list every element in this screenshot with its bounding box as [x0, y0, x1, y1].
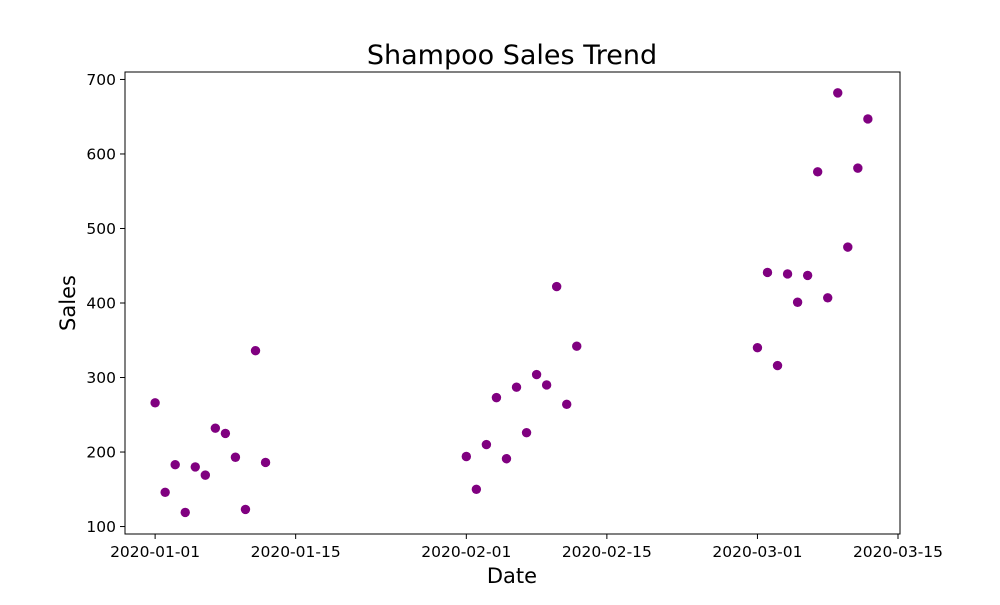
- data-point: [823, 293, 833, 303]
- data-point: [792, 297, 803, 307]
- data-point: [521, 427, 532, 438]
- data-point: [772, 360, 783, 371]
- x-axis-label: Date: [487, 564, 537, 588]
- data-point: [501, 454, 512, 464]
- y-tick-label: 500: [86, 220, 116, 238]
- x-tick-label: 2020-02-15: [562, 543, 652, 561]
- data-point: [240, 504, 251, 515]
- x-axis: 2020-01-01 2020-01-15 2020-02-01 2020-02-15…: [110, 534, 943, 561]
- data-point: [180, 507, 190, 518]
- data-point: [843, 242, 853, 252]
- x-tick-label: 2020-03-01: [712, 543, 802, 561]
- y-tick-label: 400: [86, 295, 116, 313]
- x-tick-label: 2020-01-01: [110, 543, 200, 561]
- data-point: [762, 267, 773, 278]
- data-point: [541, 380, 552, 390]
- data-point: [511, 382, 522, 392]
- data-point: [833, 88, 843, 98]
- data-point: [572, 341, 582, 351]
- data-point: [752, 343, 763, 353]
- plot-frame: [124, 71, 901, 535]
- x-tick-label: 2020-01-15: [251, 543, 341, 561]
- y-tick-label: 700: [86, 71, 116, 89]
- y-axis-label: Sales: [56, 275, 80, 331]
- data-point: [551, 281, 562, 292]
- data-point: [260, 457, 271, 468]
- data-point: [200, 470, 211, 480]
- y-axis: 100 200 300 400 500 600 700: [86, 71, 125, 536]
- data-points: [150, 88, 873, 518]
- data-point: [812, 167, 823, 177]
- y-tick-label: 600: [86, 145, 116, 163]
- data-point: [461, 451, 472, 462]
- data-point: [471, 484, 482, 494]
- data-point: [863, 114, 873, 124]
- data-point: [853, 163, 863, 173]
- y-tick-label: 300: [86, 369, 116, 387]
- chart-title: Shampoo Sales Trend: [367, 40, 657, 71]
- data-point: [250, 345, 261, 356]
- data-point: [782, 269, 793, 279]
- data-point: [190, 462, 200, 472]
- data-point: [210, 423, 221, 433]
- data-point: [481, 439, 492, 450]
- y-tick-label: 100: [86, 518, 116, 536]
- data-point: [220, 428, 231, 439]
- data-point: [150, 398, 160, 408]
- y-tick-label: 200: [86, 444, 116, 462]
- data-point: [562, 399, 572, 410]
- data-point: [802, 270, 813, 281]
- data-point: [230, 452, 241, 462]
- data-point: [491, 392, 502, 403]
- data-point: [160, 487, 170, 497]
- x-tick-label: 2020-03-15: [853, 543, 943, 561]
- x-tick-label: 2020-02-01: [421, 543, 511, 561]
- data-point: [170, 460, 180, 470]
- data-point: [531, 369, 542, 380]
